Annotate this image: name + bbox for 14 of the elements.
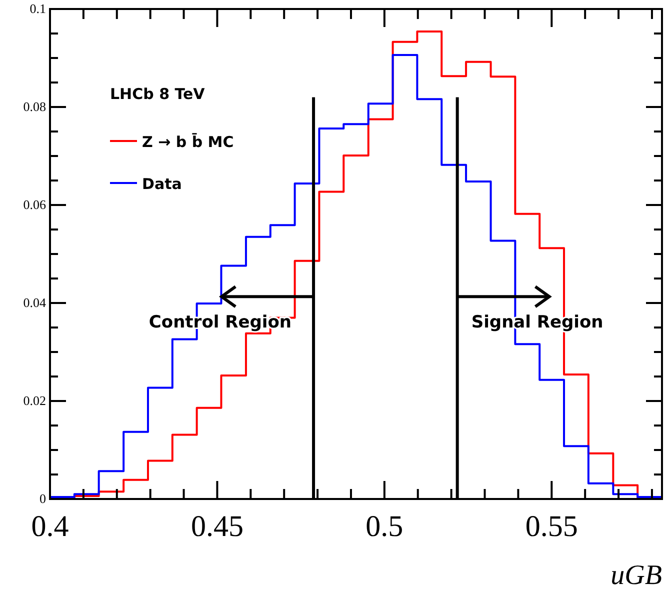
legend-label: Z → b b̄ MC — [142, 132, 234, 151]
y-tick-label: 0.04 — [23, 295, 46, 310]
x-tick-label: 0.5 — [366, 510, 404, 543]
legend-label: Data — [142, 175, 182, 193]
y-tick-label: 0.08 — [23, 99, 46, 114]
x-tick-label: 0.45 — [190, 510, 244, 543]
y-tick-label: 0 — [40, 491, 46, 506]
legend-title: LHCb 8 TeV — [110, 85, 206, 103]
y-tick-label: 0.06 — [23, 197, 46, 212]
x-axis-title: uGB — [610, 560, 662, 591]
y-tick-label: 0.1 — [30, 1, 46, 16]
y-tick-label: 0.02 — [23, 393, 46, 408]
x-tick-label: 0.55 — [525, 510, 578, 543]
x-tick-label: 0.4 — [31, 510, 69, 543]
